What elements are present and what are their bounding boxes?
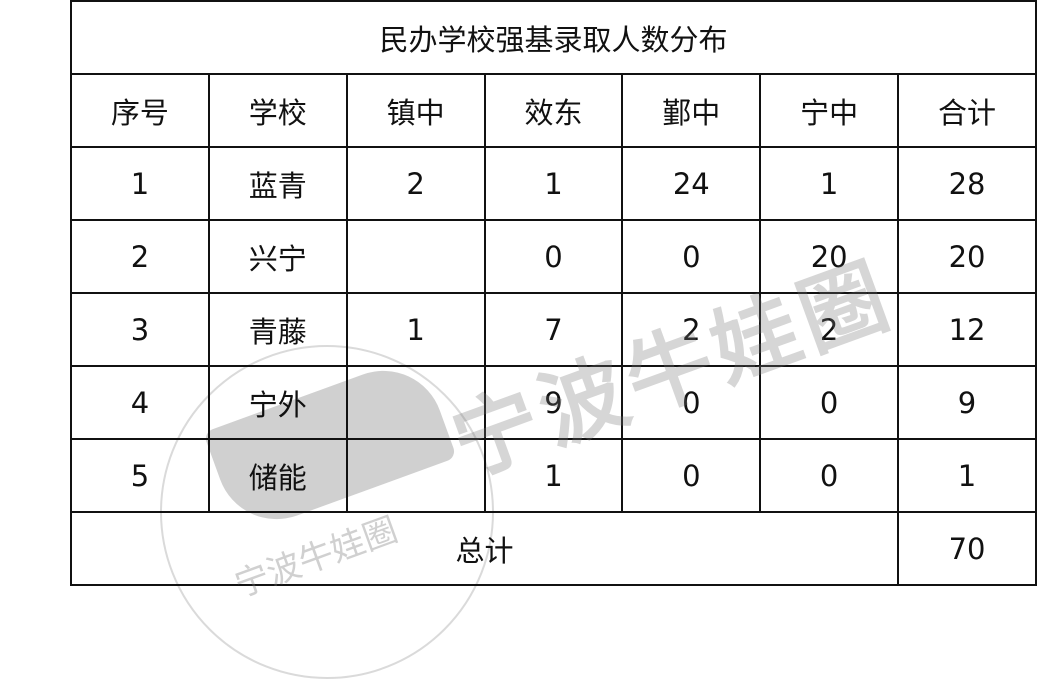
table-cell: 7 (483, 292, 624, 367)
enrollment-table: 民办学校强基录取人数分布 序号 学校 镇中 效东 鄞中 宁中 合计 1 蓝青 2 1 2… (69, 0, 1037, 586)
table-cell: 20 (759, 219, 900, 294)
table-cell: 2 (345, 146, 486, 221)
table-cell: 28 (897, 146, 1037, 221)
table-cell: 3 (70, 292, 210, 367)
table-cell: 2 (621, 292, 762, 367)
table-title: 民办学校强基录取人数分布 (70, 0, 1037, 75)
table-cell (345, 219, 486, 294)
table-cell: 宁外 (207, 365, 348, 440)
header-cell: 镇中 (345, 73, 486, 148)
table-cell: 2 (759, 292, 900, 367)
table-cell: 12 (897, 292, 1037, 367)
header-cell: 宁中 (759, 73, 900, 148)
table-row: 4 宁外 9 0 0 9 (70, 365, 1037, 440)
table-row: 2 兴宁 0 0 20 20 (70, 219, 1037, 294)
table-cell: 蓝青 (207, 146, 348, 221)
header-cell: 鄞中 (621, 73, 762, 148)
header-cell: 效东 (483, 73, 624, 148)
header-cell: 序号 (70, 73, 210, 148)
table-cell: 1 (483, 146, 624, 221)
total-value: 70 (897, 511, 1037, 586)
table-cell: 0 (621, 365, 762, 440)
table-row: 1 蓝青 2 1 24 1 28 (70, 146, 1037, 221)
table-cell (345, 438, 486, 513)
table-cell: 1 (483, 438, 624, 513)
table-cell: 20 (897, 219, 1037, 294)
table-cell: 0 (759, 365, 900, 440)
header-row: 序号 学校 镇中 效东 鄞中 宁中 合计 (70, 73, 1037, 148)
total-label: 总计 (69, 511, 900, 586)
table-cell: 0 (621, 219, 762, 294)
table-cell: 5 (70, 438, 210, 513)
table-cell: 4 (70, 365, 210, 440)
table-cell: 9 (483, 365, 624, 440)
header-cell: 合计 (897, 73, 1037, 148)
table-cell: 1 (70, 146, 210, 221)
table-cell (345, 365, 486, 440)
header-cell: 学校 (207, 73, 348, 148)
table-cell: 1 (897, 438, 1037, 513)
table-cell: 储能 (207, 438, 348, 513)
table-cell: 青藤 (207, 292, 348, 367)
table-cell: 0 (621, 438, 762, 513)
table-row: 5 储能 1 0 0 1 (70, 438, 1037, 513)
table-cell: 2 (70, 219, 210, 294)
table-cell: 0 (483, 219, 624, 294)
total-row: 总计 70 (69, 511, 1037, 586)
table-cell: 0 (759, 438, 900, 513)
table-cell: 24 (621, 146, 762, 221)
table-cell: 兴宁 (207, 219, 348, 294)
table-row: 3 青藤 1 7 2 2 12 (70, 292, 1037, 367)
table-cell: 1 (345, 292, 486, 367)
table-cell: 9 (897, 365, 1037, 440)
table-cell: 1 (759, 146, 900, 221)
